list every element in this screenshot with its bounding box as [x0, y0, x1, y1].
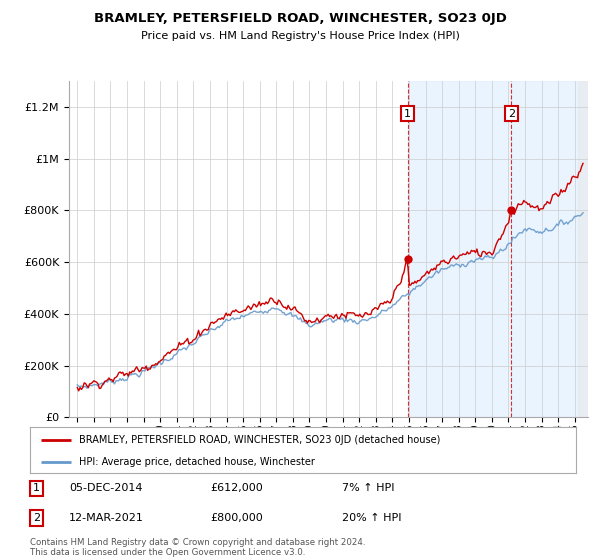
Text: 1: 1	[33, 483, 40, 493]
Text: HPI: Average price, detached house, Winchester: HPI: Average price, detached house, Winc…	[79, 457, 315, 466]
Text: 1: 1	[404, 109, 411, 119]
Text: 7% ↑ HPI: 7% ↑ HPI	[342, 483, 395, 493]
Bar	[578, 81, 588, 417]
Text: Contains HM Land Registry data © Crown copyright and database right 2024.
This d: Contains HM Land Registry data © Crown c…	[30, 538, 365, 557]
Text: £612,000: £612,000	[210, 483, 263, 493]
Text: £800,000: £800,000	[210, 513, 263, 523]
Text: BRAMLEY, PETERSFIELD ROAD, WINCHESTER, SO23 0JD (detached house): BRAMLEY, PETERSFIELD ROAD, WINCHESTER, S…	[79, 435, 440, 445]
Bar	[580, 81, 588, 417]
Text: Price paid vs. HM Land Registry's House Price Index (HPI): Price paid vs. HM Land Registry's House …	[140, 31, 460, 41]
Bar	[407, 81, 588, 417]
Text: 2: 2	[33, 513, 40, 523]
Text: 05-DEC-2014: 05-DEC-2014	[69, 483, 143, 493]
Text: 12-MAR-2021: 12-MAR-2021	[69, 513, 144, 523]
Text: 2: 2	[508, 109, 515, 119]
Text: BRAMLEY, PETERSFIELD ROAD, WINCHESTER, SO23 0JD: BRAMLEY, PETERSFIELD ROAD, WINCHESTER, S…	[94, 12, 506, 25]
Text: 20% ↑ HPI: 20% ↑ HPI	[342, 513, 401, 523]
